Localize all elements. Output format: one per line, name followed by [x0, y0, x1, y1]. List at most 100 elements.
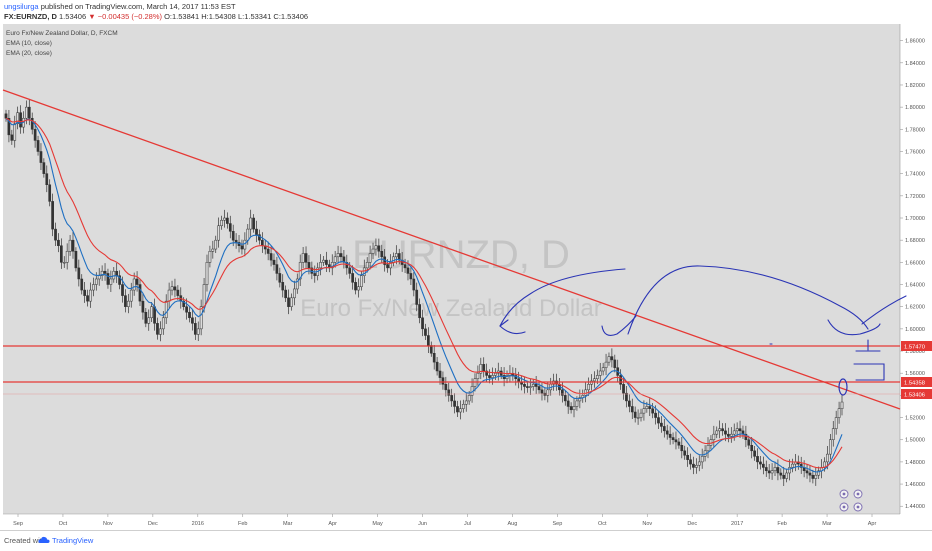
- candle-body: [435, 361, 439, 372]
- candle-body: [287, 297, 290, 307]
- candle-body: [561, 389, 564, 396]
- y-tick-label: 1.64000: [905, 283, 925, 289]
- annotation-stroke: [499, 325, 526, 335]
- plot-background[interactable]: [3, 24, 900, 514]
- candle: [805, 464, 809, 479]
- candle: [438, 363, 442, 385]
- candle-body: [185, 306, 188, 313]
- candle: [660, 416, 663, 433]
- time-axis[interactable]: [3, 514, 900, 530]
- candle: [68, 234, 72, 256]
- candle: [447, 382, 451, 402]
- candle: [534, 375, 538, 394]
- candle-body: [724, 430, 727, 435]
- candle-body: [351, 273, 354, 283]
- candle: [159, 321, 162, 342]
- candle: [272, 253, 276, 271]
- candle: [223, 209, 226, 228]
- candle-body: [330, 262, 334, 269]
- candle: [523, 376, 526, 394]
- candle: [776, 459, 780, 481]
- candle-body: [62, 262, 66, 264]
- candle-body: [447, 389, 451, 396]
- candle-body: [365, 262, 369, 269]
- candle: [604, 353, 608, 376]
- down-arrow-icon: ▼: [88, 12, 96, 21]
- candle-body: [767, 470, 771, 474]
- candle-body: [403, 264, 407, 269]
- candle: [459, 400, 462, 420]
- candle-body: [7, 117, 11, 136]
- x-tick-label: Feb: [238, 521, 247, 527]
- legend-ema-10[interactable]: EMA (10, close): [6, 40, 52, 47]
- candle-body: [319, 262, 322, 269]
- candle-body: [764, 467, 768, 472]
- candle-body: [721, 428, 724, 432]
- candle-body: [628, 400, 631, 407]
- candle-body: [80, 278, 84, 291]
- x-tick-label: Sep: [13, 521, 23, 527]
- candle: [39, 143, 43, 171]
- y-tick-label: 1.68000: [905, 238, 925, 244]
- candle: [252, 214, 255, 233]
- candle: [129, 282, 133, 308]
- candle: [275, 256, 279, 281]
- candle: [697, 455, 701, 472]
- candle: [293, 280, 296, 306]
- candle: [421, 309, 424, 337]
- candle-body: [622, 384, 625, 394]
- price-chart[interactable]: EURNZD, D Euro Fx/New Zealand Dollar Eur…: [0, 24, 932, 530]
- price-change: −0.00435 (−0.28%): [97, 12, 162, 21]
- candle-body: [27, 106, 31, 119]
- candle-body: [479, 364, 483, 374]
- candle-body: [692, 463, 695, 468]
- y-tick-label: 1.86000: [905, 39, 925, 45]
- candle: [351, 265, 354, 290]
- candle-body: [48, 184, 52, 202]
- chart-area[interactable]: EURNZD, D Euro Fx/New Zealand Dollar Eur…: [0, 24, 932, 530]
- candle-body: [357, 286, 360, 291]
- legend-ema-20[interactable]: EMA (20, close): [6, 50, 52, 57]
- candle: [759, 455, 762, 470]
- candle: [770, 463, 774, 480]
- tradingview-link[interactable]: TradingView: [52, 536, 94, 545]
- candle: [89, 282, 92, 308]
- candle-body: [424, 328, 427, 336]
- candle-body: [106, 273, 110, 285]
- candle: [59, 238, 63, 269]
- candle-body: [360, 275, 363, 287]
- trend-drawings[interactable]: [2, 89, 901, 410]
- candle-body: [654, 412, 657, 418]
- y-tick-label: 1.78000: [905, 127, 925, 133]
- candle: [441, 371, 445, 390]
- author-link[interactable]: ungsilurga: [4, 2, 39, 11]
- candle: [837, 401, 841, 424]
- candle: [266, 241, 270, 261]
- symbol-line: FX:EURNZD, D 1.53406 ▼ −0.00435 (−0.28%)…: [4, 12, 308, 21]
- candle: [284, 285, 287, 302]
- candle-body: [648, 406, 652, 409]
- candle: [546, 382, 550, 403]
- candle: [633, 406, 637, 423]
- price-axis[interactable]: [900, 24, 932, 530]
- x-tick-label: May: [372, 521, 383, 527]
- candle: [840, 394, 844, 416]
- time-axis-labels: Sep Oct Nov Dec 2016 Feb Mar Apr May Jun Jul Aug Sep…: [13, 514, 876, 527]
- candle-body: [528, 386, 532, 388]
- candle: [738, 420, 742, 438]
- candle-body: [785, 472, 789, 479]
- legend-title: Euro Fx/New Zealand Dollar, D, FXCM: [6, 30, 118, 37]
- candle: [601, 362, 605, 376]
- candle-body: [115, 270, 119, 276]
- candle: [354, 277, 357, 295]
- candle-body: [121, 284, 124, 296]
- candle-body: [799, 463, 803, 468]
- candle: [782, 466, 786, 487]
- candle: [77, 259, 81, 287]
- candle-body: [290, 297, 293, 307]
- candle: [834, 410, 838, 435]
- candle-body: [211, 248, 215, 252]
- publish-header: ungsilurga published on TradingView.com,…: [0, 0, 932, 24]
- candle: [208, 245, 212, 268]
- candle-body: [494, 372, 497, 376]
